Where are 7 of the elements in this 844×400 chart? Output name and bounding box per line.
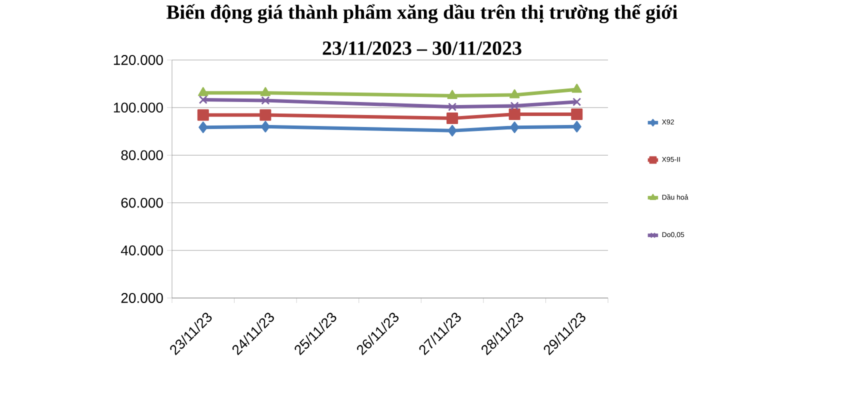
y-tick-label: 120.000 xyxy=(114,55,163,65)
y-tick-label: 80.000 xyxy=(121,150,163,160)
chart-title: Biến động giá thành phẩm xăng dầu trên thị trường thế giới 23/11/2023 – 30/11/2023 xyxy=(166,4,678,55)
y-tick-label: 40.000 xyxy=(120,245,163,256)
y-tick-label: 100.000 xyxy=(114,102,163,113)
y-tick-label: 60.000 xyxy=(121,198,163,208)
y-tick-label: 20.000 xyxy=(121,293,163,303)
